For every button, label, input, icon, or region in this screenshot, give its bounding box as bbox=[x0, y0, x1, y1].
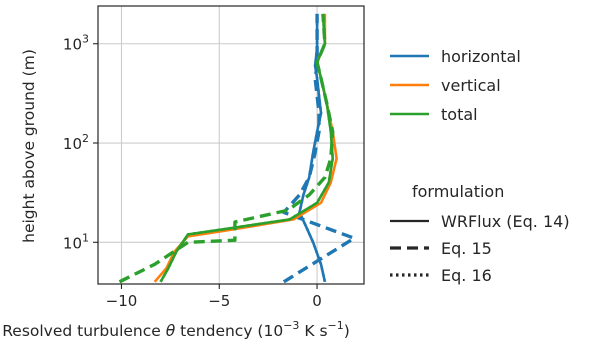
series-line-total-dashed bbox=[118, 13, 335, 284]
axis-ticks: −10 −5 0 101 102 103 bbox=[63, 33, 322, 310]
legend: horizontal vertical total formulation WRFlux… bbox=[390, 47, 570, 285]
legend-label-solid: WRFlux (Eq. 14) bbox=[441, 212, 570, 231]
data-series bbox=[118, 13, 356, 284]
legend-label-dashed: Eq. 15 bbox=[441, 239, 492, 258]
y-axis-label: height above ground (m) bbox=[20, 49, 38, 243]
legend-formulation-title: formulation bbox=[412, 182, 504, 201]
x-tick-label: −5 bbox=[208, 292, 230, 310]
x-axis-label-unit-exponent: −1 bbox=[328, 319, 344, 332]
legend-label-horizontal: horizontal bbox=[441, 47, 521, 66]
y-tick-label: 102 bbox=[63, 132, 89, 153]
x-axis-label-end: ) bbox=[344, 322, 350, 340]
y-tick-label: 103 bbox=[63, 33, 89, 54]
legend-label-total: total bbox=[441, 105, 478, 124]
plot-frame bbox=[97, 5, 365, 285]
x-tick-label: −10 bbox=[106, 292, 138, 310]
x-axis-label-mid: tendency (10 bbox=[175, 322, 283, 340]
legend-label-dotted: Eq. 16 bbox=[441, 266, 492, 285]
x-axis-label-symbol: θ bbox=[166, 322, 176, 340]
x-axis-label: Resolved turbulence θ tendency (10−3 K s… bbox=[2, 319, 350, 340]
legend-label-vertical: vertical bbox=[441, 76, 501, 95]
x-axis-label-main: Resolved turbulence bbox=[2, 322, 166, 340]
series-line-horizontal-dotted bbox=[298, 13, 327, 283]
x-tick-label: 0 bbox=[312, 292, 322, 310]
y-tick-label: 101 bbox=[63, 231, 89, 252]
x-axis-label-exponent: −3 bbox=[283, 319, 299, 332]
x-axis-label-unit: K s bbox=[299, 322, 327, 340]
